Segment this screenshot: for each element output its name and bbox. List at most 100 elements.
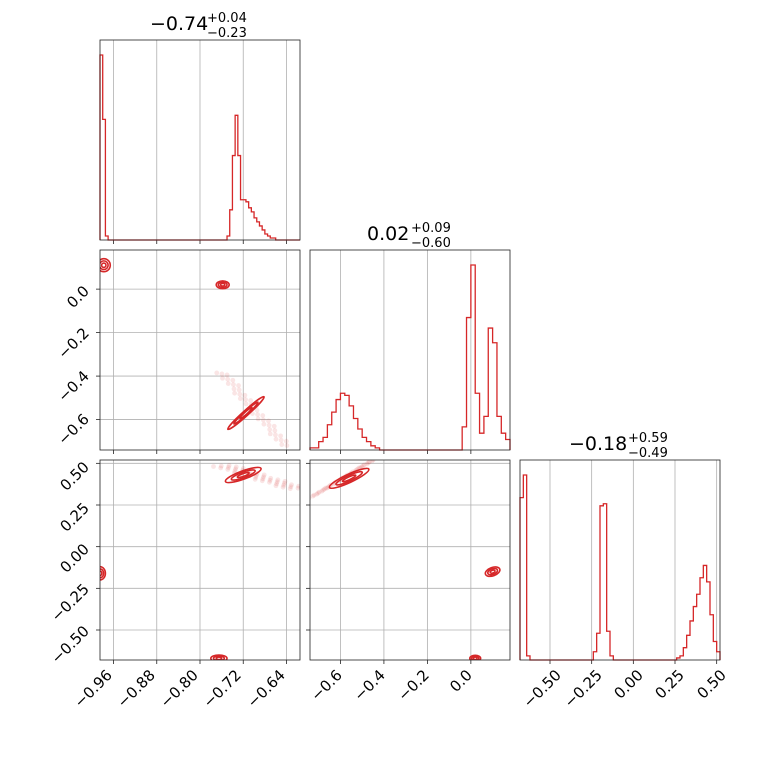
- sample-point: [288, 484, 294, 490]
- sample-point: [278, 437, 284, 443]
- sample-point: [287, 486, 293, 492]
- sample-point: [281, 482, 287, 488]
- sample-point: [323, 485, 329, 491]
- contour-level-2: [100, 568, 105, 579]
- contour-level-3: [215, 280, 230, 290]
- panel-content: [100, 257, 290, 448]
- x-ticklabel: −0.88: [114, 666, 159, 711]
- panel-frame: [519, 459, 721, 661]
- sample-point: [225, 376, 231, 382]
- contour-level-2: [486, 567, 499, 576]
- panel-content: [100, 463, 300, 660]
- gridlines: [549, 460, 718, 660]
- panel-frame: [99, 39, 301, 241]
- gridlines: [340, 250, 472, 450]
- x-ticklabel: −0.50: [520, 666, 565, 711]
- sample-point: [214, 370, 220, 376]
- contour-level-1: [215, 656, 223, 660]
- y-ticklabel: 0.0: [63, 282, 93, 312]
- sample-point: [267, 431, 273, 437]
- panel-frame: [309, 459, 511, 661]
- sample-point: [296, 483, 300, 489]
- x-ticklabel: −0.72: [200, 666, 245, 711]
- contour-level-3: [100, 257, 112, 273]
- sample-point: [315, 490, 321, 496]
- contour-level-2: [212, 655, 226, 660]
- panel-2-1: [306, 459, 511, 664]
- x-ticklabels-param-1: −0.6 −0.4 −0.2 0.0: [307, 666, 475, 704]
- contour-level-3: [224, 466, 262, 484]
- gridlines: [113, 40, 287, 240]
- contour-level-1: [100, 262, 107, 269]
- sample-point: [218, 465, 224, 471]
- sample-point: [311, 492, 317, 498]
- sample-point: [260, 413, 266, 418]
- x-ticklabel: 0.25: [651, 666, 687, 702]
- sample-point: [233, 464, 239, 470]
- title-minus-2: −0.49: [628, 446, 668, 461]
- sample-point: [242, 392, 248, 398]
- sample-point: [226, 465, 231, 470]
- sample-point: [279, 442, 285, 447]
- sample-point: [266, 418, 271, 424]
- x-ticklabels-param-2: −0.50 −0.25 0.00 0.25 0.50: [520, 666, 730, 711]
- sample-point: [369, 460, 375, 464]
- title-minus-1: −0.60: [411, 236, 451, 251]
- sample-point: [259, 478, 265, 484]
- sample-point: [243, 397, 248, 402]
- y-ticklabel: −0.2: [54, 324, 92, 362]
- contour-level-1: [219, 282, 226, 287]
- sample-point: [319, 488, 325, 494]
- y-ticklabels-param-1: 0.0 −0.2 −0.4 −0.6: [54, 282, 92, 448]
- sample-point: [273, 483, 279, 489]
- contour-level-2: [233, 401, 259, 425]
- sample-point: [243, 401, 249, 407]
- sample-point: [284, 443, 290, 448]
- sample-point: [211, 464, 216, 469]
- contour-level-2: [217, 281, 228, 289]
- panels-layer: [96, 39, 721, 664]
- sample-point: [232, 468, 238, 474]
- panel-2-0: [96, 459, 301, 664]
- sample-point: [268, 475, 274, 481]
- sample-point: [253, 474, 259, 480]
- sample-point: [324, 485, 330, 491]
- sample-point: [310, 493, 316, 499]
- sample-point: [261, 421, 267, 427]
- contour-level-2: [335, 470, 364, 486]
- sample-point: [224, 372, 230, 378]
- contour-level-1: [341, 474, 357, 483]
- y-ticklabel: 0.00: [56, 540, 92, 576]
- sample-point: [267, 427, 273, 432]
- sample-point: [255, 416, 261, 422]
- title-value-2: −0.18: [569, 433, 627, 455]
- title-value-1: 0.02: [367, 223, 409, 245]
- sample-point: [237, 396, 243, 401]
- gridlines: [100, 460, 300, 660]
- sample-point: [364, 461, 370, 467]
- contour-level-1: [472, 656, 478, 660]
- x-ticklabel: 0.50: [693, 666, 729, 702]
- sample-point: [220, 375, 225, 381]
- contour-level-3: [468, 654, 482, 660]
- x-ticklabel: −0.64: [244, 666, 289, 711]
- contour-level-1: [489, 569, 496, 575]
- sample-point: [360, 463, 366, 469]
- sample-point: [225, 467, 231, 472]
- x-ticklabel: −0.2: [394, 666, 432, 704]
- title-value-0: −0.74: [150, 13, 208, 35]
- x-ticklabels-param-0: −0.96 −0.88 −0.80 −0.72 −0.64: [71, 666, 289, 711]
- sample-point: [248, 398, 254, 403]
- panel-1-1: [309, 249, 511, 454]
- y-ticklabels-param-2: 0.50 0.25 0.00 −0.25 −0.50: [48, 458, 93, 667]
- sample-point: [321, 486, 327, 492]
- sample-point: [261, 472, 267, 478]
- sample-point: [236, 383, 241, 388]
- sample-point: [231, 382, 236, 387]
- title-plus-0: +0.04: [207, 11, 247, 26]
- sample-point: [280, 484, 286, 490]
- sample-point: [275, 477, 281, 483]
- sample-point: [367, 460, 372, 465]
- y-ticklabel: −0.4: [54, 367, 92, 405]
